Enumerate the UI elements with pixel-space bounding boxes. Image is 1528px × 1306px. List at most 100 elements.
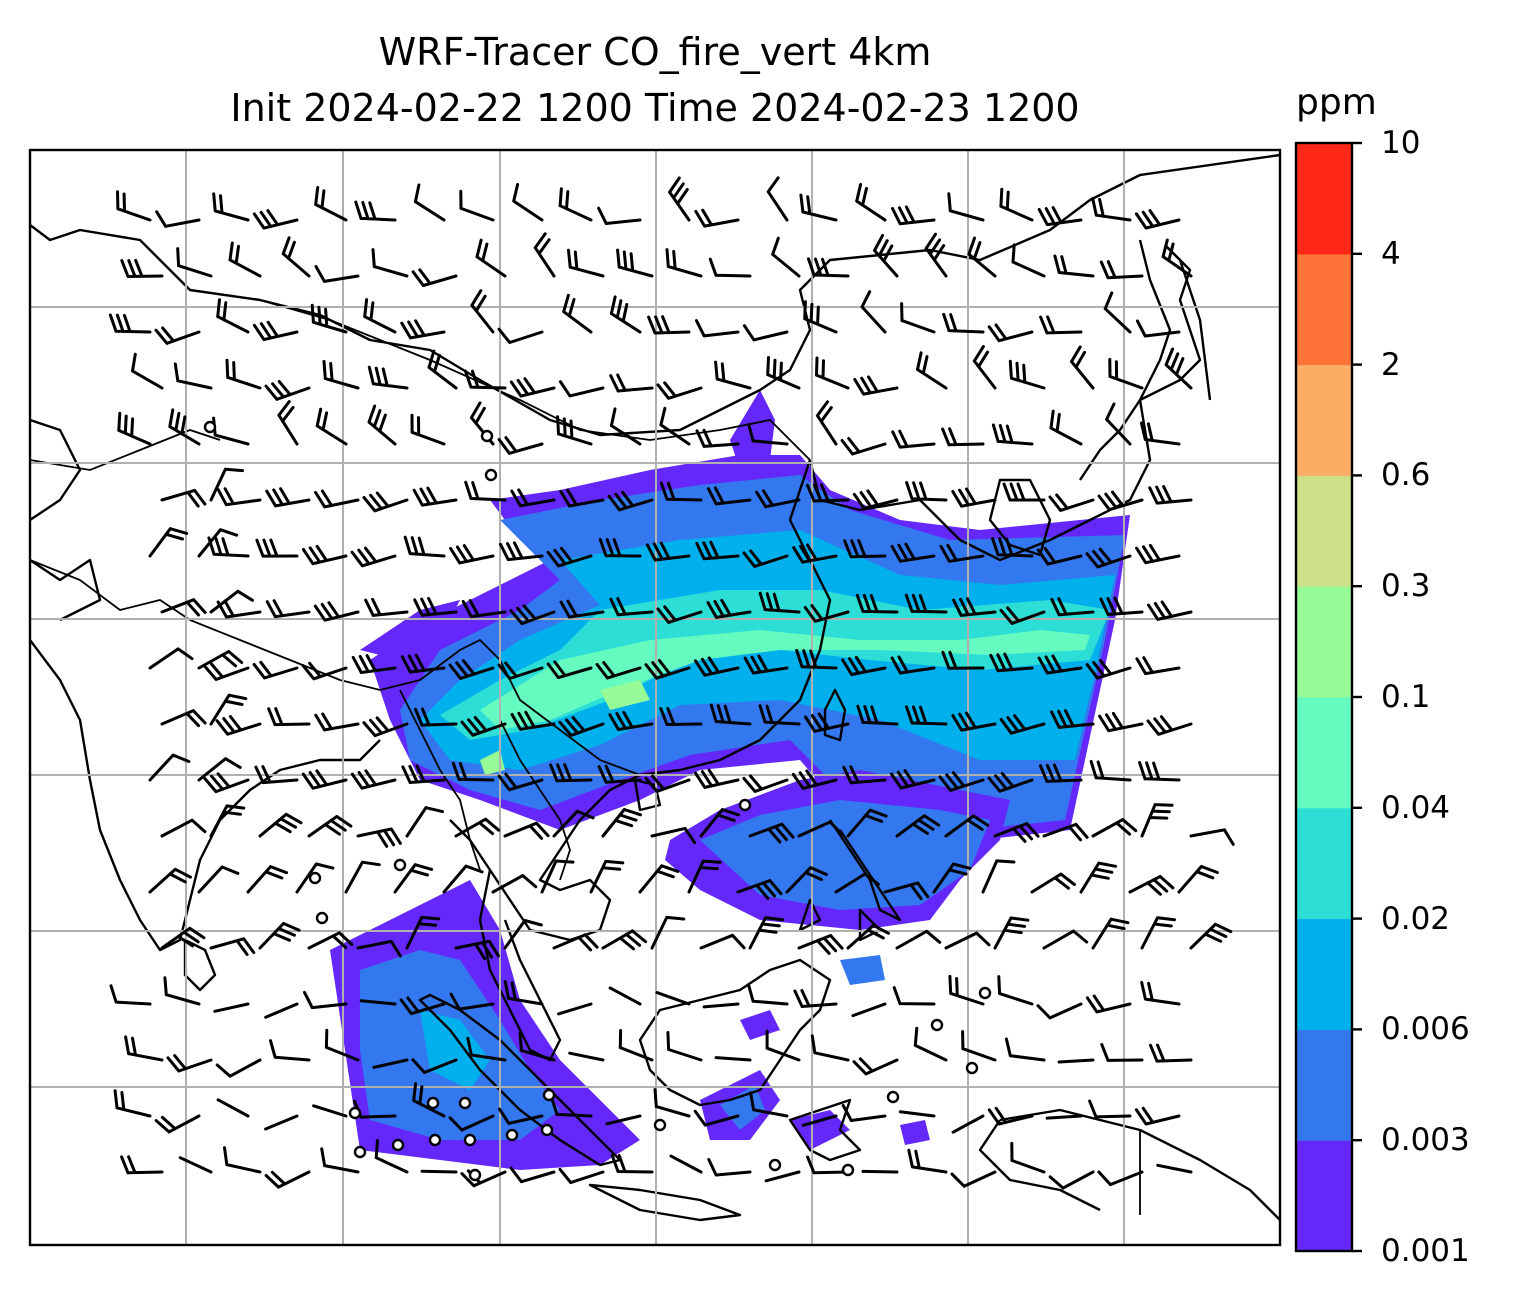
wind-barb: [852, 1057, 899, 1076]
colorbar-segment: [1296, 586, 1352, 698]
wind-barb: [314, 186, 348, 222]
wind-barb: [315, 407, 348, 446]
wind-barb: [449, 992, 495, 1011]
wind-barb: [475, 238, 507, 278]
wind-barb: [1189, 922, 1233, 950]
wind-barb: [694, 768, 740, 789]
wind-barb: [356, 827, 402, 848]
wind-barb: [550, 1096, 593, 1118]
wind-barb: [1149, 1043, 1193, 1063]
wind-barb: [708, 257, 752, 278]
wind-barb: [154, 1114, 201, 1134]
wind-barb: [905, 481, 948, 502]
wind-barb: [941, 650, 985, 670]
wind-barb: [558, 716, 605, 737]
wind-barb: [939, 543, 985, 563]
wind-barb: [1037, 206, 1083, 227]
wind-barb: [454, 817, 501, 838]
wind-barb: [755, 489, 801, 509]
wind-barb: [269, 1039, 311, 1062]
wind-barb: [393, 863, 434, 894]
wind-barb: [644, 774, 691, 793]
wind-barb: [344, 860, 381, 894]
wind-barb: [448, 659, 495, 680]
wind-barb: [322, 360, 360, 390]
wind-barb: [987, 772, 1034, 793]
wind-barb: [1147, 600, 1193, 621]
wind-barb: [942, 312, 985, 334]
wind-barb: [659, 707, 703, 726]
wind-barb: [301, 769, 348, 790]
wind-barb: [842, 765, 887, 785]
wind-barb: [460, 716, 507, 737]
wind-barb: [989, 652, 1034, 673]
wind-barb: [1146, 715, 1193, 736]
wind-barb: [951, 487, 997, 508]
wind-barb: [499, 541, 544, 562]
wind-barb: [1049, 409, 1083, 446]
wind-barb: [225, 358, 262, 390]
calm-wind-marker: [965, 1061, 979, 1075]
colorbar-tick-label: 0.02: [1381, 900, 1451, 937]
wind-barb: [665, 248, 703, 278]
wind-barb: [1134, 1106, 1181, 1126]
wind-barb: [166, 1054, 213, 1073]
wind-barb: [647, 315, 691, 335]
wind-barb: [168, 408, 201, 446]
calm-wind-marker: [348, 1106, 362, 1120]
wind-barb: [228, 241, 262, 278]
wind-barb: [405, 806, 444, 838]
wind-barb: [900, 302, 936, 334]
colorbar-tick-label: 0.3: [1381, 568, 1431, 605]
wind-barb: [246, 865, 288, 894]
wind-barb: [558, 380, 605, 398]
wind-barb: [898, 1110, 936, 1118]
wind-barb: [120, 1155, 164, 1175]
wind-barb: [840, 437, 887, 456]
wind-barb: [267, 707, 311, 727]
wind-barb: [851, 1002, 887, 1018]
wind-barb: [771, 236, 801, 278]
wind-barb: [281, 236, 311, 278]
wind-barb: [707, 1158, 752, 1177]
wind-barb: [951, 1114, 985, 1134]
plume-blob-kalimantan: [740, 1010, 780, 1040]
wind-barb: [154, 326, 201, 345]
wind-barb: [320, 1147, 360, 1174]
colorbar-tick-label: 0.001: [1381, 1233, 1470, 1269]
wind-barb: [362, 491, 409, 513]
wind-barb: [699, 808, 741, 838]
wind-barb: [601, 929, 648, 951]
wind-barb: [209, 937, 256, 956]
wind-barb: [747, 422, 789, 446]
wind-barb: [997, 975, 1034, 1006]
wind-barb: [856, 704, 899, 726]
wind-barb: [252, 320, 299, 342]
wind-barb: [400, 319, 446, 340]
wind-barb: [411, 268, 458, 287]
wind-barb: [766, 356, 801, 390]
wind-barb: [890, 542, 936, 563]
colorbar-segment: [1296, 253, 1352, 366]
wind-barb: [589, 859, 625, 894]
wind-barb: [610, 1153, 654, 1174]
wind-barb: [160, 926, 206, 950]
wind-barb: [1004, 1037, 1046, 1062]
wind-barb: [699, 933, 746, 950]
wind-barb: [173, 362, 213, 390]
wind-barb: [924, 232, 948, 278]
wind-barb: [1042, 822, 1089, 842]
wind-barb: [656, 381, 703, 400]
wind-barb: [1098, 711, 1144, 733]
wind-barb: [598, 538, 642, 558]
wind-barb: [411, 1058, 458, 1074]
wind-barb: [312, 1104, 348, 1118]
wind-barb: [1091, 917, 1130, 950]
wind-barb: [687, 859, 722, 894]
wind-barb: [1002, 482, 1046, 502]
wind-barb: [363, 298, 397, 334]
wind-barb: [1038, 763, 1083, 783]
calm-wind-marker: [738, 798, 752, 812]
wind-barb: [374, 1139, 409, 1174]
wind-barb: [255, 538, 299, 558]
